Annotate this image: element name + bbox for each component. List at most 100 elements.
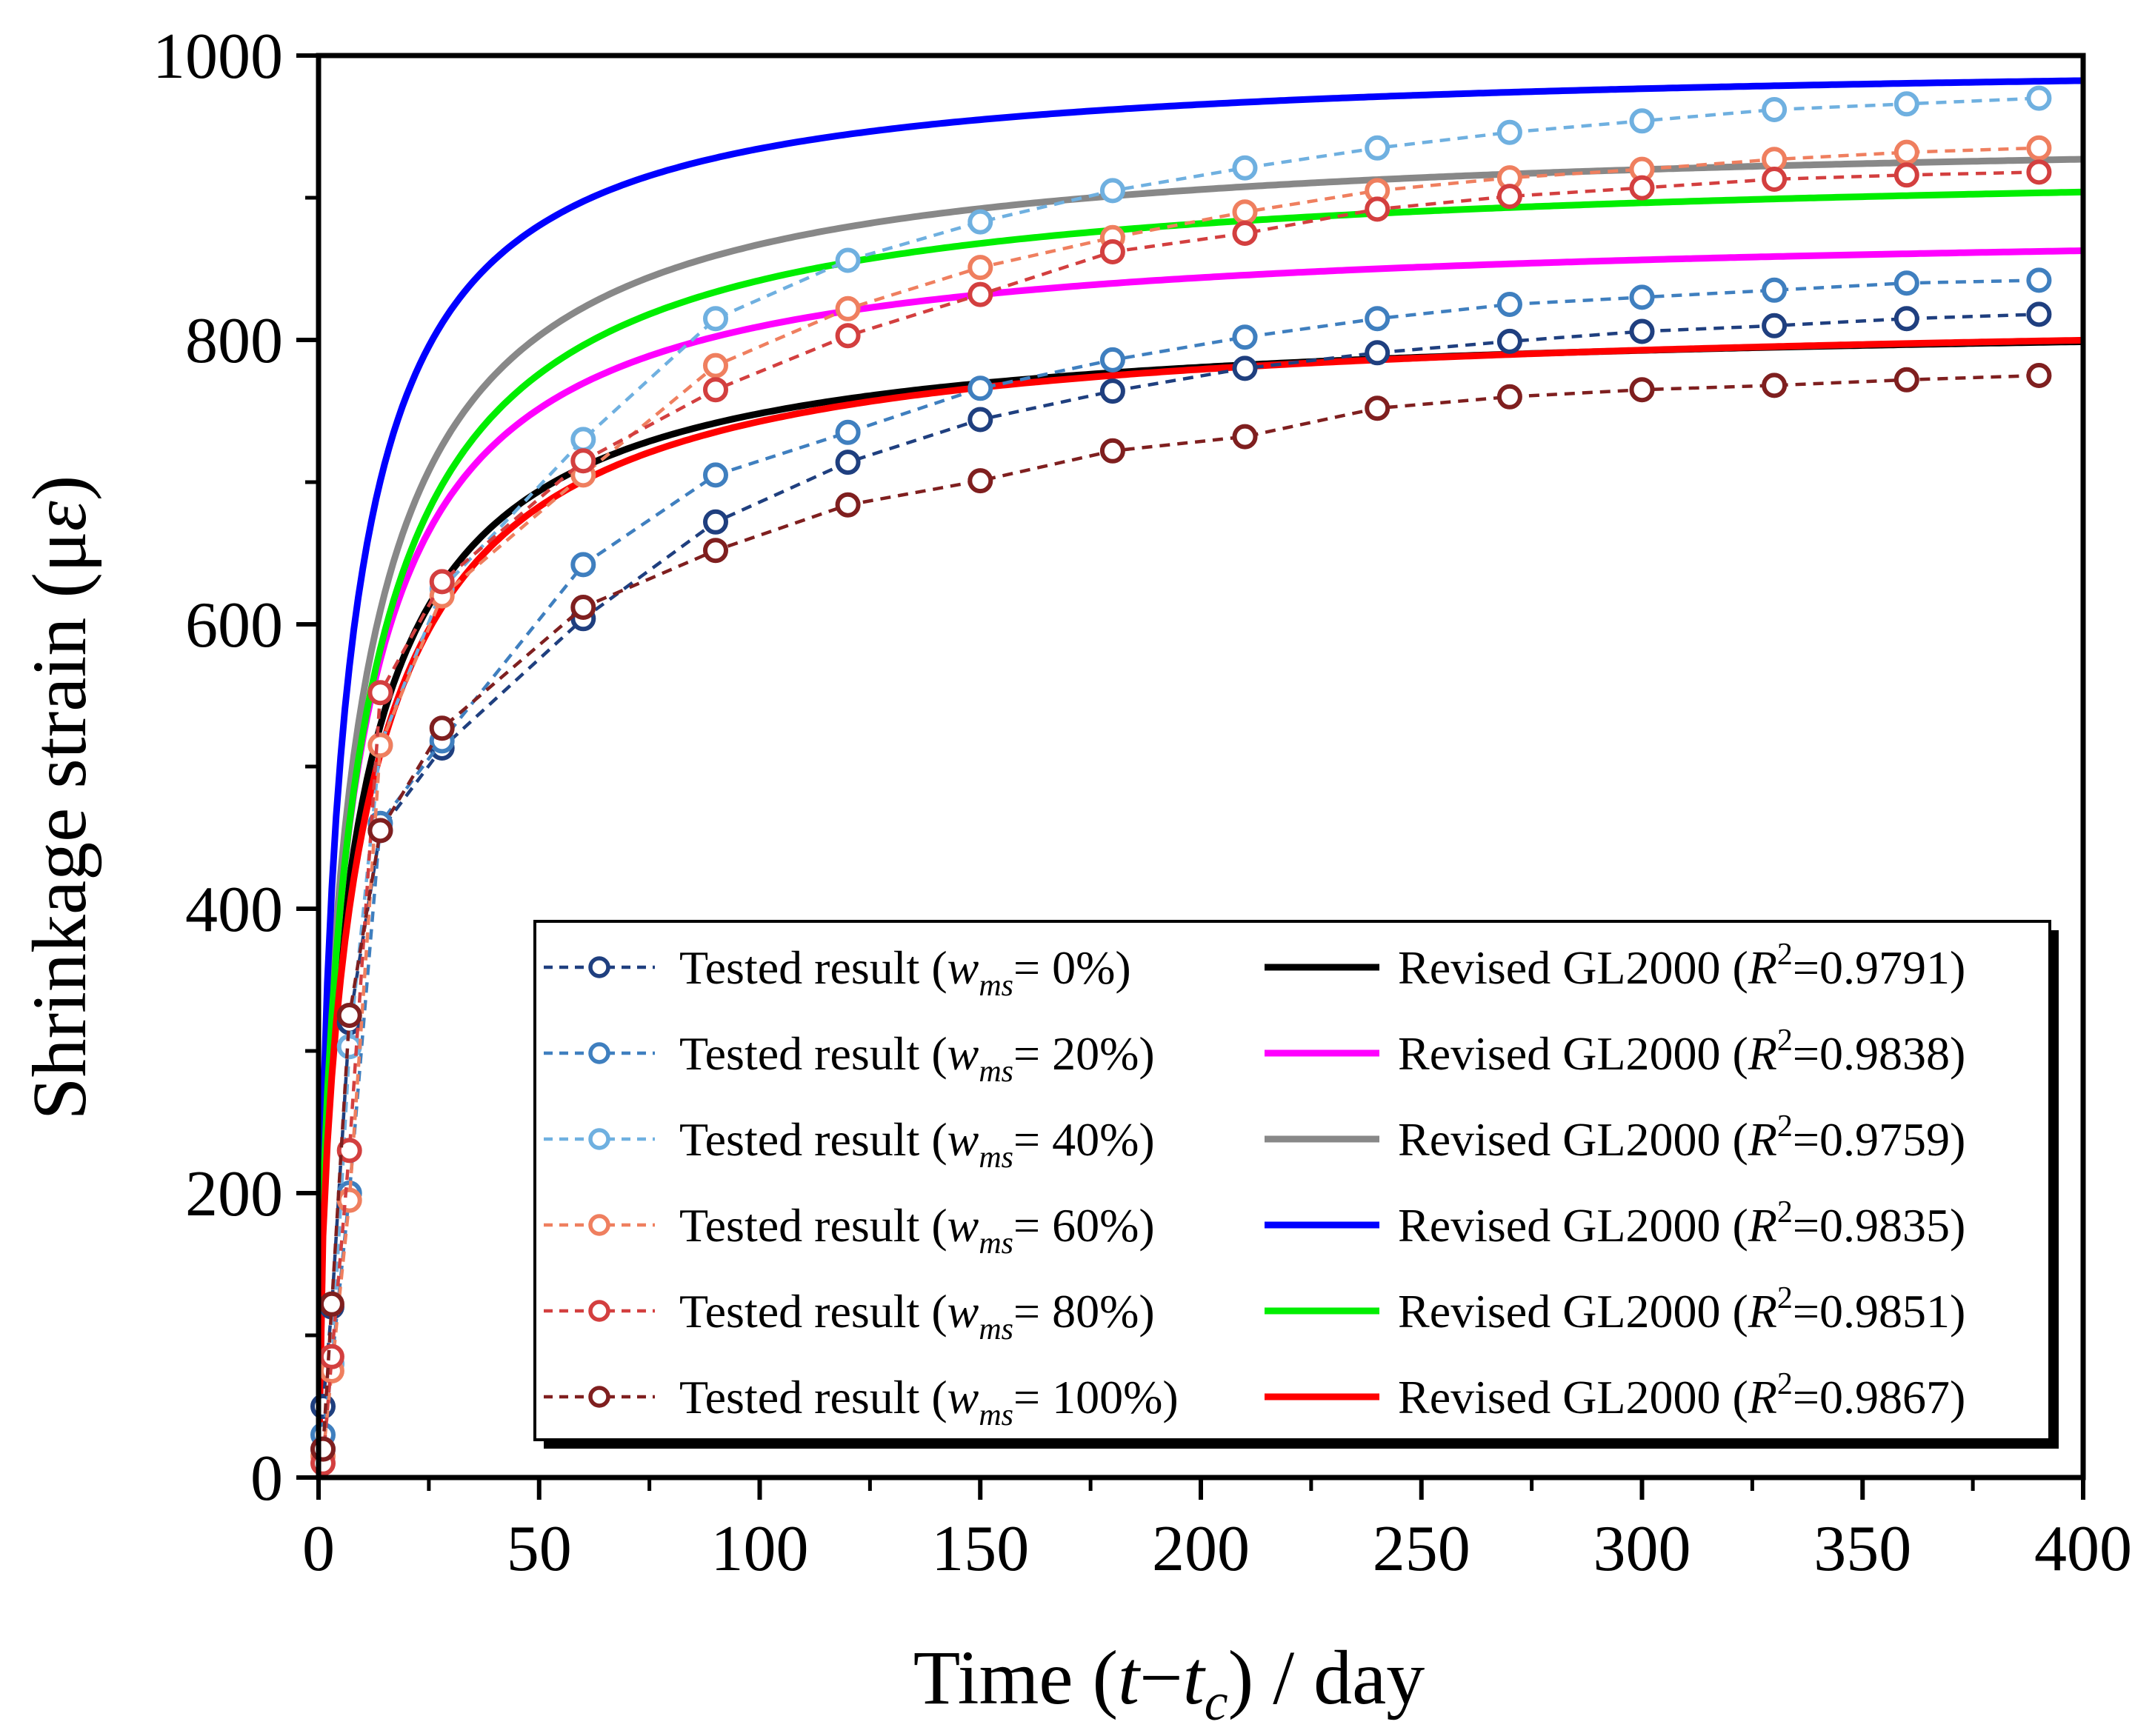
data-point [1365,196,1390,222]
data-point [1496,384,1522,410]
legend-tested-label: Tested result (wms= 100%) [679,1371,1179,1432]
data-point [367,818,393,844]
data-point [2026,363,2052,388]
legend-item-fit: Revised GL2000 (R2=0.9867) [1265,1367,1965,1423]
data-point [967,255,993,281]
data-point [336,1138,362,1164]
data-point [570,595,596,620]
data-point [429,715,455,741]
data-point [1232,355,1258,381]
data-point [1893,139,1919,165]
data-point [835,296,861,321]
data-point [1629,284,1655,310]
legend-item-fit: Revised GL2000 (R2=0.9838) [1265,1024,1965,1080]
tested-series-5 [310,363,2052,1462]
x-tick-label: 150 [931,1513,1029,1585]
data-point [1365,395,1390,421]
data-point [1893,91,1919,117]
data-point [1232,199,1258,225]
data-point [967,468,993,494]
legend-fit-label: Revised GL2000 (R2=0.9851) [1398,1281,1965,1338]
data-point [835,492,861,518]
data-point [1099,239,1125,264]
data-point [319,1291,344,1317]
data-point [336,1187,362,1213]
legend-item-tested: Tested result (wms= 100%) [544,1371,1179,1432]
data-point [2026,85,2052,111]
y-tick-label: 200 [185,1158,283,1230]
legend: Tested result (wms= 0%) Tested result (wm… [533,920,2059,1449]
data-point [1893,270,1919,296]
legend-tested-marker [588,1214,610,1236]
tested-line-2 [321,96,2039,1449]
legend-tested-label: Tested result (wms= 80%) [679,1285,1155,1346]
data-point [1629,318,1655,344]
data-point [2026,267,2052,293]
data-point [1099,347,1125,373]
y-tick-label: 0 [250,1443,283,1515]
fit-curve-3 [319,77,2083,1478]
data-point [967,375,993,401]
legend-tested-marker [588,956,610,978]
x-tick-label: 300 [1593,1513,1691,1585]
axis-ticks: 0 50 100 150 200 250 300 350 400 0 200 400 600 800 100… [153,21,2132,1585]
y-tick-label: 800 [185,305,283,377]
y-tick-label: 600 [185,590,283,661]
legend-item-fit: Revised GL2000 (R2=0.9851) [1265,1281,1965,1338]
data-point [1232,424,1258,450]
data-point [570,448,596,474]
legend-item-tested: Tested result (wms= 60%) [544,1199,1155,1261]
legend-fit-label: Revised GL2000 (R2=0.9791) [1398,938,1965,994]
data-point [429,569,455,595]
y-tick-label: 400 [185,874,283,946]
data-point [1232,221,1258,246]
data-point [1629,108,1655,134]
legend-tested-marker [588,1386,610,1408]
data-point [1496,292,1522,317]
legend-tested-marker [588,1042,610,1064]
data-point [336,1003,362,1028]
fit-curve-5 [319,336,2083,1478]
legend-tested-label: Tested result (wms= 40%) [679,1113,1155,1175]
legend-item-tested: Tested result (wms= 40%) [544,1113,1155,1175]
data-point [1629,377,1655,403]
x-tick-label: 200 [1152,1513,1250,1585]
data-point [703,306,728,332]
data-point [1099,378,1125,404]
data-point [1893,162,1919,188]
x-tick-label: 0 [302,1513,335,1585]
legend-tested-marker [588,1300,610,1322]
data-point [967,407,993,433]
data-point [1365,340,1390,366]
data-point [1762,313,1788,338]
tested-series [310,85,2052,1476]
legend-tested-label: Tested result (wms= 60%) [679,1199,1155,1261]
data-point [319,1343,344,1369]
data-point [703,538,728,564]
y-tick-label: 1000 [153,21,283,93]
legend-item-tested: Tested result (wms= 20%) [544,1027,1155,1089]
legend-tested-label: Tested result (wms= 20%) [679,1027,1155,1089]
data-point [310,1436,336,1462]
data-point [703,462,728,488]
data-point [835,323,861,349]
tested-line-5 [321,373,2039,1449]
data-point [703,353,728,378]
fit-curve-4 [319,188,2083,1478]
legend-tested-label: Tested result (wms= 0%) [679,941,1131,1003]
data-point [1496,184,1522,210]
legend-box [533,920,2051,1441]
data-point [2026,301,2052,327]
fit-curve-1 [319,247,2083,1478]
data-point [1365,306,1390,332]
data-point [703,509,728,535]
data-point [1099,178,1125,204]
x-tick-label: 250 [1373,1513,1470,1585]
data-point [1893,367,1919,393]
legend-item-fit: Revised GL2000 (R2=0.9791) [1265,938,1965,994]
x-tick-label: 100 [711,1513,809,1585]
data-point [1232,324,1258,350]
legend-item-tested: Tested result (wms= 80%) [544,1285,1155,1346]
legend-item-tested: Tested result (wms= 0%) [544,941,1131,1003]
